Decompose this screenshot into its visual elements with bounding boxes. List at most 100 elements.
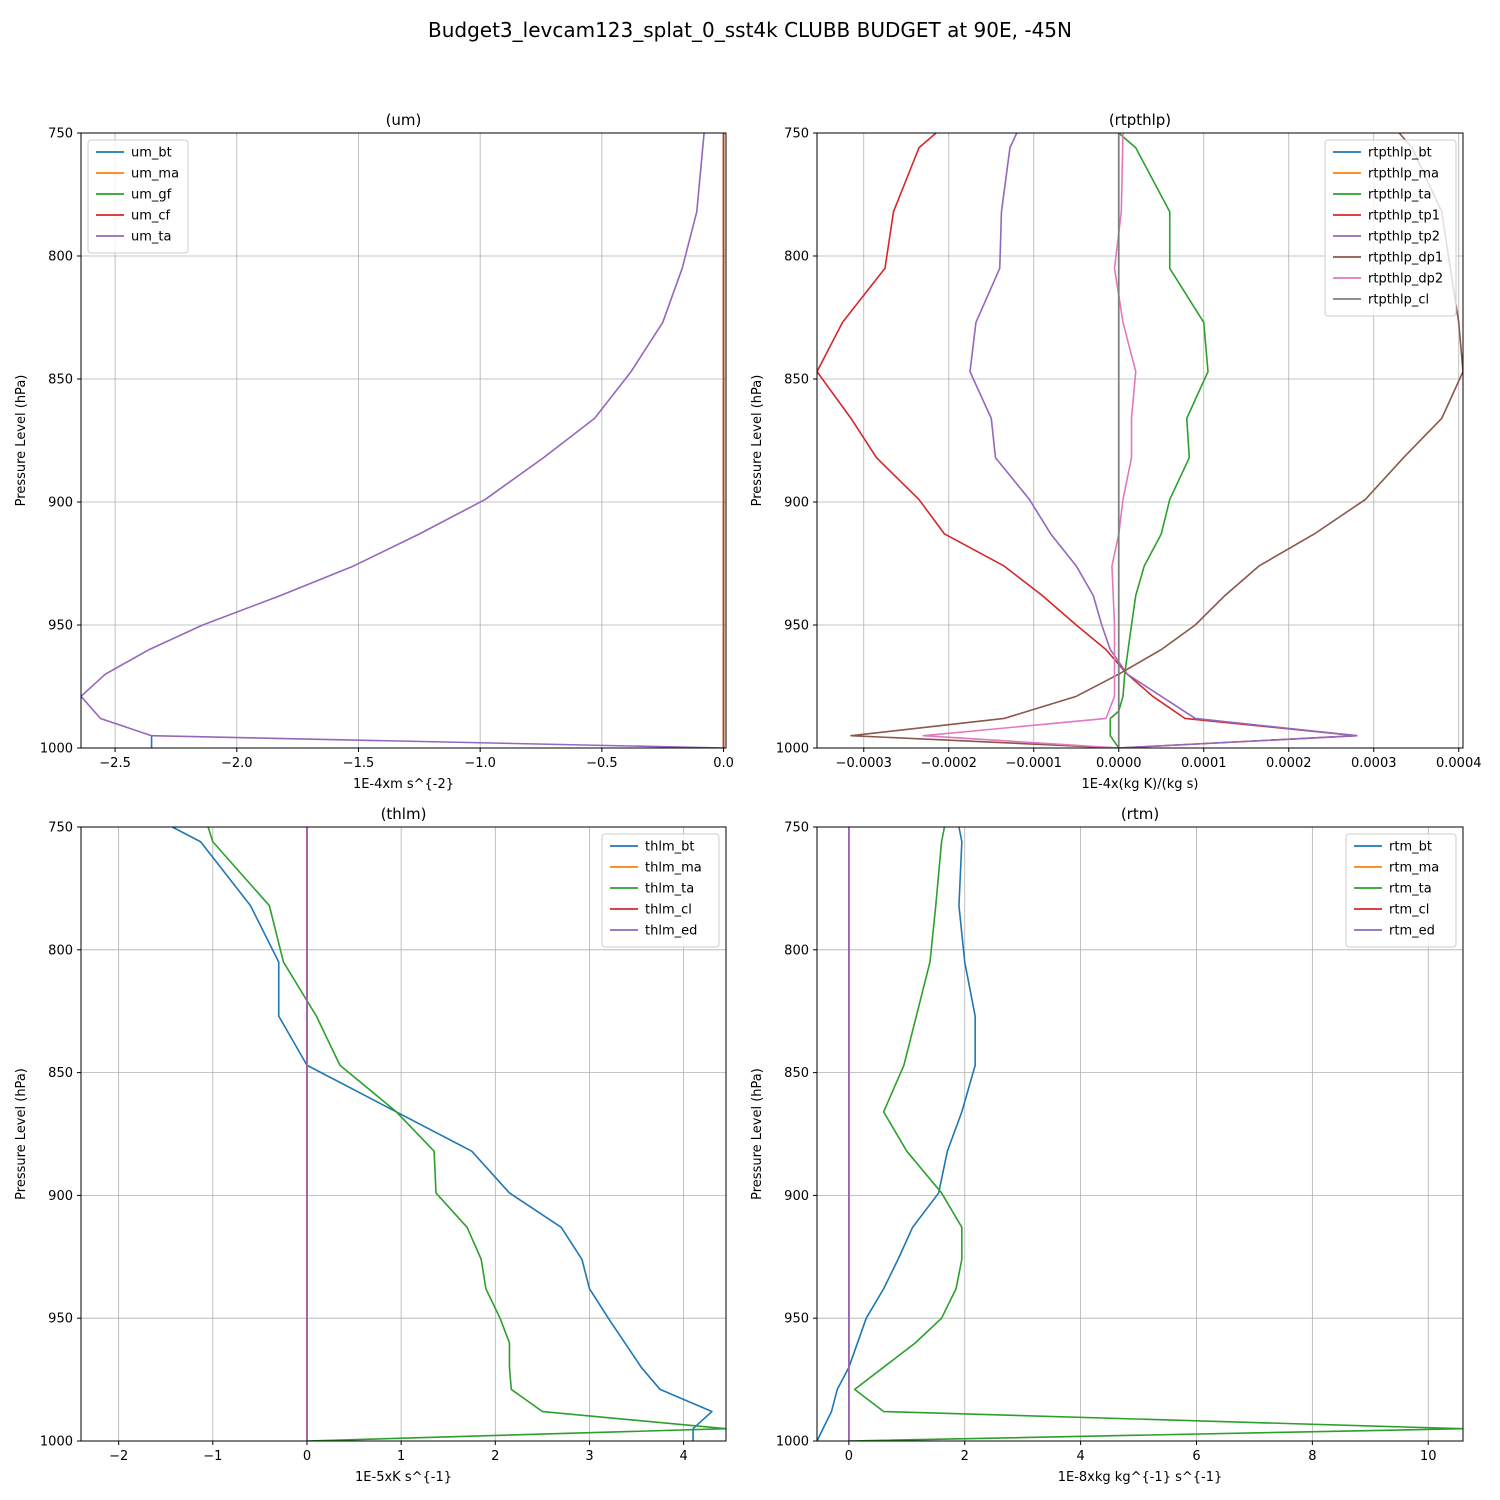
series-line-rtm_ta: [848, 827, 1463, 1441]
x-tick-label: −2.0: [221, 756, 253, 771]
series-line-rtpthlp_tp1: [817, 133, 1358, 748]
axes-frame: [816, 132, 1464, 749]
y-tick-label: 750: [48, 127, 73, 142]
y-tick-label: 850: [48, 1066, 73, 1081]
x-tick-label: 1: [397, 1449, 405, 1464]
panel-1: −0.0003 −0.0002 −0.0001 0.0000 0.0001 0.0002 0…: [750, 111, 1482, 792]
y-tick-label: 800: [48, 250, 73, 265]
legend-label: rtpthlp_bt: [1368, 146, 1432, 161]
x-tick-label: −0.0001: [1006, 756, 1062, 771]
legend-label: um_bt: [131, 146, 172, 161]
y-tick-label: 850: [784, 1066, 809, 1081]
y-tick-label: 750: [48, 821, 73, 836]
x-tick-label: 0: [845, 1449, 853, 1464]
x-tick-label: −0.0002: [921, 756, 977, 771]
legend-label: rtpthlp_dp1: [1368, 251, 1443, 266]
y-tick-label: 750: [784, 821, 809, 836]
y-tick-label: 750: [784, 127, 809, 142]
panel-0: −2.5 −2.0 −1.5 −1.0 −0.5 0.0 750 800 850 900 950 10…: [14, 111, 734, 792]
x-tick-label: 6: [1192, 1449, 1200, 1464]
x-tick-label: 0: [303, 1449, 311, 1464]
y-tick-label: 1000: [776, 742, 809, 757]
axes-frame: [80, 826, 727, 1442]
figure-title: Budget3_levcam123_splat_0_sst4k CLUBB BU…: [428, 18, 1072, 42]
y-axis-label: Pressure Level (hPa): [14, 1068, 29, 1200]
x-axis-label: 1E-4x(kg K)/(kg s): [1082, 777, 1199, 792]
y-tick-label: 800: [784, 250, 809, 265]
panel-title: (thlm): [381, 805, 427, 823]
legend: rtm_bt rtm_ma rtm_ta rtm_cl rtm_ed: [1345, 833, 1457, 948]
axes-frame: [80, 132, 727, 749]
legend-label: um_ma: [131, 167, 179, 182]
y-tick-label: 800: [784, 943, 809, 958]
x-tick-label: −0.0003: [836, 756, 892, 771]
y-tick-label: 800: [48, 943, 73, 958]
panel-title: (rtpthlp): [1109, 111, 1171, 129]
legend-label: rtpthlp_ta: [1368, 188, 1431, 203]
x-tick-label: 0.0002: [1266, 756, 1312, 771]
series-line-thlm_ta: [207, 827, 726, 1441]
legend-label: rtm_ta: [1389, 882, 1432, 897]
panel-2: −2 −1 0 1 2 3 4 750 800 850 900 950 1000 (thlm) 1E-5xK…: [14, 805, 727, 1485]
y-tick-label: 850: [48, 373, 73, 388]
x-axis-label: 1E-4xm s^{-2}: [353, 777, 454, 792]
legend-label: rtm_ed: [1389, 924, 1435, 939]
x-tick-label: 10: [1420, 1449, 1437, 1464]
x-tick-label: 0.0000: [1096, 756, 1142, 771]
y-tick-label: 900: [784, 1189, 809, 1204]
legend-label: rtm_cl: [1389, 903, 1429, 918]
legend-label: rtpthlp_cl: [1368, 293, 1429, 308]
legend-label: thlm_ed: [645, 924, 697, 939]
x-tick-label: 0.0003: [1351, 756, 1397, 771]
series-line-rtpthlp_tp2: [969, 133, 1358, 748]
x-tick-label: 0.0: [713, 756, 734, 771]
axes-frame: [816, 826, 1464, 1442]
y-tick-label: 950: [48, 1312, 73, 1327]
y-axis-label: Pressure Level (hPa): [750, 1068, 765, 1200]
x-tick-label: 0.0004: [1436, 756, 1482, 771]
legend: um_bt um_ma um_gf um_cf um_ta: [87, 139, 189, 254]
legend-label: um_ta: [131, 230, 171, 245]
x-tick-label: −2.5: [99, 756, 131, 771]
y-tick-label: 1000: [40, 742, 73, 757]
y-tick-label: 900: [784, 496, 809, 511]
legend-label: rtpthlp_ma: [1368, 167, 1439, 182]
y-tick-label: 900: [48, 1189, 73, 1204]
x-tick-label: 4: [1076, 1449, 1084, 1464]
legend-label: thlm_ta: [645, 882, 694, 897]
x-tick-label: −2: [109, 1449, 128, 1464]
x-tick-label: 0.0001: [1181, 756, 1227, 771]
y-tick-label: 950: [784, 1312, 809, 1327]
series-line-rtm_bt: [817, 827, 976, 1441]
legend-label: thlm_ma: [645, 861, 702, 876]
legend: thlm_bt thlm_ma thlm_ta thlm_cl thlm_ed: [601, 833, 720, 948]
x-tick-label: 4: [679, 1449, 687, 1464]
x-axis-label: 1E-5xK s^{-1}: [355, 1470, 452, 1485]
legend: rtpthlp_bt rtpthlp_ma rtpthlp_ta rtpthlp_tp…: [1324, 139, 1457, 317]
y-axis-label: Pressure Level (hPa): [14, 375, 29, 507]
legend-label: rtm_ma: [1389, 861, 1439, 876]
panel-title: (um): [386, 111, 422, 129]
y-tick-label: 1000: [40, 1435, 73, 1450]
legend-label: um_cf: [131, 209, 171, 224]
y-tick-label: 950: [48, 619, 73, 634]
series-line-um_ta: [81, 133, 724, 748]
y-tick-label: 850: [784, 373, 809, 388]
y-tick-label: 900: [48, 496, 73, 511]
legend-label: thlm_cl: [645, 903, 692, 918]
legend-label: rtm_bt: [1389, 840, 1432, 855]
y-tick-label: 1000: [776, 1435, 809, 1450]
x-tick-label: −1.5: [343, 756, 375, 771]
x-axis-label: 1E-8xkg kg^{-1} s^{-1}: [1058, 1470, 1223, 1485]
y-tick-label: 950: [784, 619, 809, 634]
legend-label: rtpthlp_tp2: [1368, 230, 1440, 245]
x-tick-label: 3: [585, 1449, 593, 1464]
x-tick-label: −0.5: [586, 756, 618, 771]
x-tick-label: −1.0: [464, 756, 496, 771]
legend-label: rtpthlp_tp1: [1368, 209, 1440, 224]
legend-label: um_gf: [131, 188, 172, 203]
x-tick-label: 2: [961, 1449, 969, 1464]
panel-3: 0 2 4 6 8 10 750 800 850 900 950 1000 (rtm) 1E-8xkg k…: [750, 805, 1464, 1485]
legend-label: thlm_bt: [645, 840, 694, 855]
